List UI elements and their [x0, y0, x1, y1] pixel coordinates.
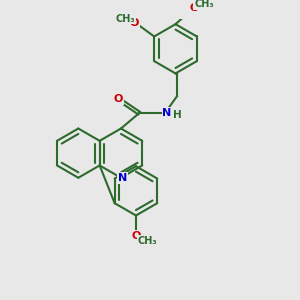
Text: N: N: [163, 108, 172, 118]
Text: CH₃: CH₃: [115, 14, 135, 24]
Text: O: O: [130, 18, 139, 28]
Text: CH₃: CH₃: [194, 0, 214, 9]
Text: O: O: [189, 3, 198, 13]
Text: H: H: [172, 110, 181, 120]
Text: N: N: [118, 173, 127, 183]
Text: CH₃: CH₃: [138, 236, 158, 246]
Text: O: O: [131, 231, 141, 241]
Text: O: O: [114, 94, 123, 104]
